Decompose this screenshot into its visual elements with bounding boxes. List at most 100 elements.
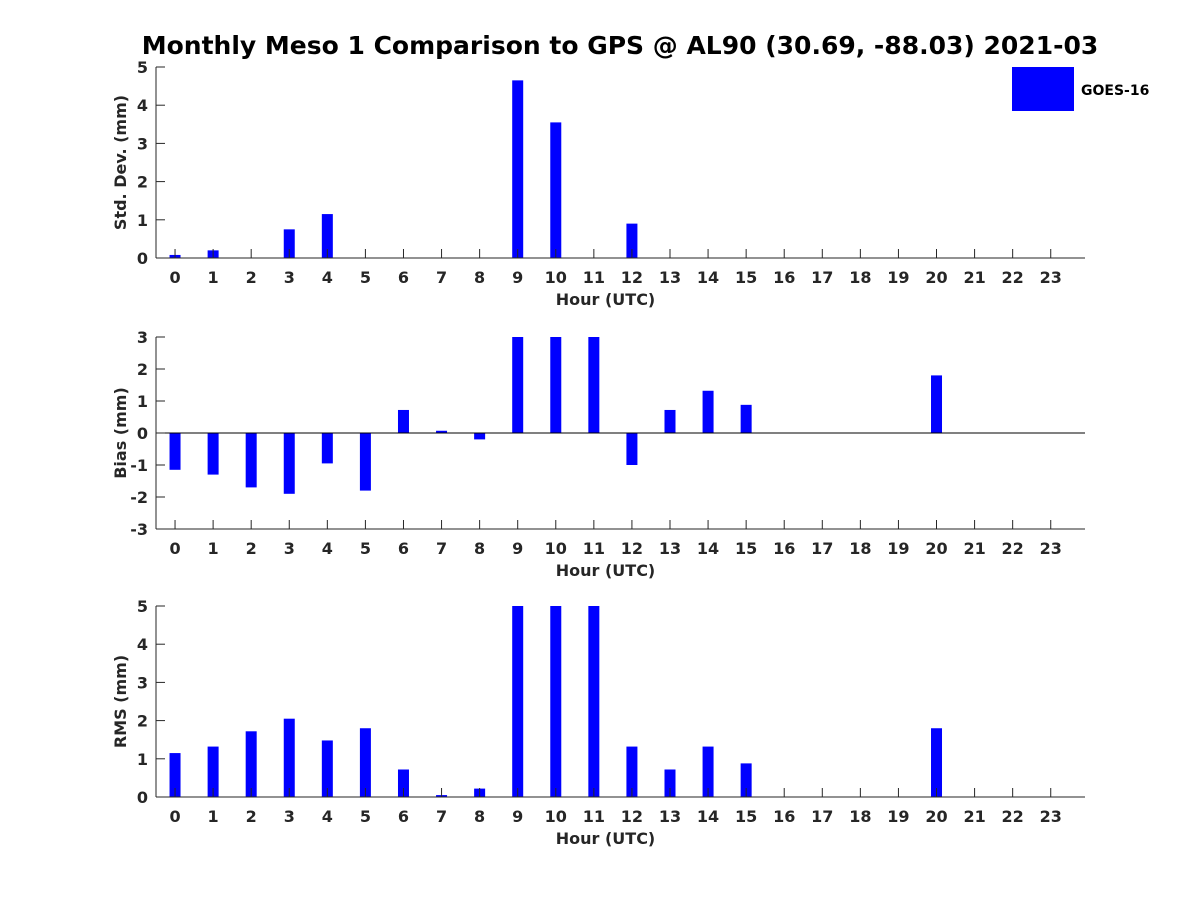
- rms-bar-hour-9: [512, 606, 524, 797]
- y-tick-label: 0: [137, 424, 148, 443]
- rms-bar-hour-12: [626, 746, 638, 797]
- x-tick-label: 17: [811, 807, 833, 826]
- rms-bar-hour-14: [702, 746, 714, 797]
- y-tick-label: -3: [130, 520, 148, 539]
- x-tick-label: 22: [1002, 807, 1024, 826]
- rms-bar-hour-13: [664, 769, 676, 797]
- y-tick-label: 0: [137, 788, 148, 807]
- x-tick-label: 14: [697, 539, 719, 558]
- x-tick-label: 1: [208, 807, 219, 826]
- rms-bar-hour-4: [321, 740, 333, 797]
- x-tick-label: 4: [322, 268, 333, 287]
- x-tick-label: 7: [436, 807, 447, 826]
- y-tick-label: 5: [137, 597, 148, 616]
- bias-bar-hour-11: [588, 337, 600, 433]
- x-tick-label: 19: [887, 539, 909, 558]
- x-tick-label: 11: [583, 268, 605, 287]
- rms-bar-hour-3: [283, 718, 295, 797]
- x-tick-label: 13: [659, 807, 681, 826]
- x-tick-label: 12: [621, 268, 643, 287]
- x-tick-label: 3: [284, 539, 295, 558]
- x-tick-label: 16: [773, 807, 795, 826]
- x-tick-label: 2: [246, 539, 257, 558]
- std-dev-bar-hour-4: [321, 214, 333, 258]
- std-dev-bar-hour-9: [512, 80, 524, 259]
- x-axis-label: Hour (UTC): [556, 290, 656, 309]
- x-axis-label: Hour (UTC): [556, 829, 656, 848]
- x-tick-label: 0: [169, 807, 180, 826]
- rms-bar-hour-6: [397, 769, 409, 797]
- x-tick-label: 23: [1040, 807, 1062, 826]
- y-tick-label: 3: [137, 134, 148, 153]
- y-tick-label: 1: [137, 211, 148, 230]
- y-tick-label: 4: [137, 635, 148, 654]
- x-tick-label: 13: [659, 539, 681, 558]
- x-tick-label: 22: [1002, 539, 1024, 558]
- x-tick-label: 0: [169, 539, 180, 558]
- bias-bar-hour-6: [397, 409, 409, 433]
- x-tick-label: 18: [849, 268, 871, 287]
- y-tick-label: 3: [137, 328, 148, 347]
- x-tick-label: 12: [621, 539, 643, 558]
- chart-title: Monthly Meso 1 Comparison to GPS @ AL90 …: [142, 31, 1099, 60]
- x-tick-label: 10: [545, 539, 567, 558]
- x-tick-label: 1: [208, 539, 219, 558]
- y-tick-label: 0: [137, 249, 148, 268]
- x-tick-label: 13: [659, 268, 681, 287]
- x-tick-label: 8: [474, 807, 485, 826]
- x-tick-label: 20: [925, 268, 947, 287]
- y-tick-label: 1: [137, 392, 148, 411]
- x-tick-label: 5: [360, 268, 371, 287]
- x-tick-label: 10: [545, 807, 567, 826]
- x-tick-label: 21: [963, 268, 985, 287]
- rms-bar-hour-15: [740, 763, 752, 797]
- x-tick-label: 9: [512, 807, 523, 826]
- y-axis-label: Bias (mm): [111, 387, 130, 479]
- x-tick-label: 14: [697, 268, 719, 287]
- y-tick-label: 2: [137, 360, 148, 379]
- x-tick-label: 14: [697, 807, 719, 826]
- x-tick-label: 15: [735, 539, 757, 558]
- y-tick-label: 1: [137, 750, 148, 769]
- y-tick-label: 2: [137, 173, 148, 192]
- bias-bar-hour-4: [321, 433, 333, 464]
- legend-label: GOES-16: [1081, 83, 1149, 99]
- rms-bar-hour-5: [359, 728, 371, 797]
- x-tick-label: 10: [545, 268, 567, 287]
- std-dev-bar-hour-12: [626, 223, 638, 258]
- bias-bar-hour-20: [931, 375, 943, 433]
- x-tick-label: 7: [436, 268, 447, 287]
- std-dev-bar-hour-3: [283, 229, 295, 258]
- x-tick-label: 4: [322, 807, 333, 826]
- bias-bar-hour-1: [207, 433, 219, 475]
- x-tick-label: 18: [849, 539, 871, 558]
- x-tick-label: 8: [474, 539, 485, 558]
- x-tick-label: 23: [1040, 539, 1062, 558]
- x-tick-label: 21: [963, 807, 985, 826]
- y-tick-label: 3: [137, 673, 148, 692]
- x-tick-label: 3: [284, 807, 295, 826]
- y-tick-label: 4: [137, 96, 148, 115]
- x-tick-label: 2: [246, 268, 257, 287]
- x-tick-label: 2: [246, 807, 257, 826]
- x-tick-label: 8: [474, 268, 485, 287]
- x-tick-label: 23: [1040, 268, 1062, 287]
- y-tick-label: -2: [130, 488, 148, 507]
- x-tick-label: 16: [773, 539, 795, 558]
- bias-bar-hour-0: [169, 433, 181, 470]
- x-tick-label: 15: [735, 807, 757, 826]
- x-tick-label: 9: [512, 539, 523, 558]
- bias-bar-hour-13: [664, 409, 676, 433]
- x-tick-label: 5: [360, 807, 371, 826]
- x-tick-label: 20: [925, 539, 947, 558]
- x-tick-label: 3: [284, 268, 295, 287]
- x-tick-label: 7: [436, 539, 447, 558]
- bias-bar-hour-15: [740, 404, 752, 433]
- x-tick-label: 12: [621, 807, 643, 826]
- bias-bar-hour-12: [626, 433, 638, 465]
- rms-bar-hour-11: [588, 606, 600, 797]
- x-tick-label: 5: [360, 539, 371, 558]
